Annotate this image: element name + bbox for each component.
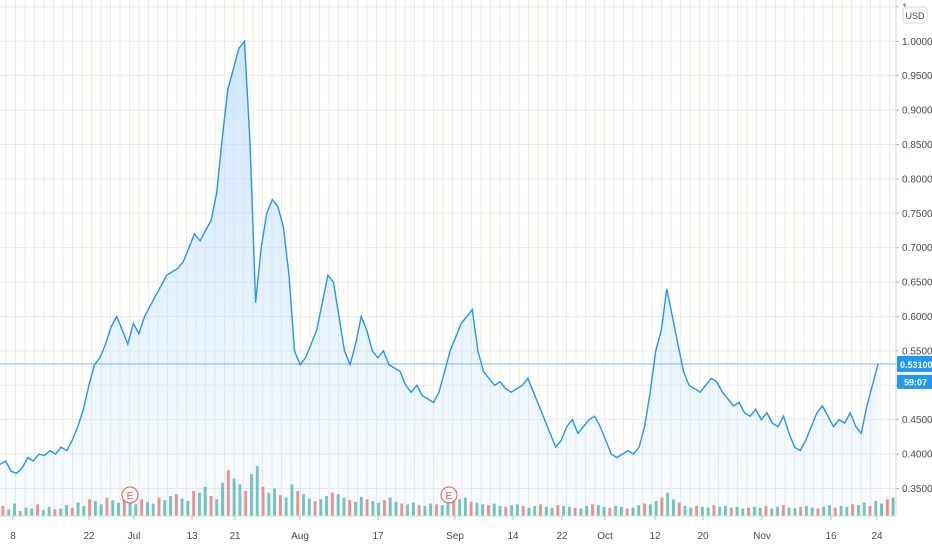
y-tick-label: 0.750000 (902, 209, 932, 220)
y-tick-label: 0.350000 (902, 484, 932, 495)
x-tick-label: 12 (649, 531, 661, 542)
y-tick-label: 0.450000 (902, 415, 932, 426)
y-tick-label: 0.700000 (902, 243, 932, 254)
y-tick-label: 0.900000 (902, 106, 932, 117)
y-tick-label: 1.000000 (902, 37, 932, 48)
x-tick-label: 24 (871, 531, 883, 542)
x-axis[interactable]: 8 22 Jul 13 21 Aug 17 Sep 14 22 Oct 12 20 Nov 16 24 (0, 515, 932, 550)
x-axis-bg (0, 516, 932, 550)
y-axis[interactable]: 1.1.0000000.9500000.9000000.8500000.8000… (895, 0, 932, 550)
y-tick-label: 0.800000 (902, 174, 932, 185)
x-tick-label: 22 (556, 531, 568, 542)
y-tick-label: 0.400000 (902, 450, 932, 461)
currency-label: USD (905, 11, 925, 21)
x-tick-label: Oct (597, 531, 613, 542)
x-tick-label: 13 (186, 531, 198, 542)
x-tick-label: 8 (10, 531, 16, 542)
last-price-badge (897, 355, 932, 372)
price-area (0, 39, 896, 517)
x-tick-label: 22 (83, 531, 95, 542)
x-tick-label: 16 (825, 531, 837, 542)
y-tick-label: 0.550000 (902, 346, 932, 357)
y-tick-label: 0.850000 (902, 140, 932, 151)
event-marker-label: E (446, 491, 453, 502)
currency-badge-box[interactable] (902, 6, 928, 24)
x-tick-label: Aug (291, 531, 309, 542)
volume-bar (885, 499, 889, 516)
event-marker-circle (440, 486, 458, 504)
x-tick-label: 21 (229, 531, 241, 542)
x-tick-label: 20 (697, 531, 709, 542)
x-tick-label: Nov (753, 531, 771, 542)
area-fill (0, 41, 878, 517)
currency-badge[interactable]: USD (902, 6, 928, 24)
x-tick-label: 14 (507, 531, 519, 542)
y-tick-label: 0.950000 (902, 71, 932, 82)
y-axis-bg (896, 0, 932, 550)
x-tick-label: Sep (446, 531, 464, 542)
price-line (0, 39, 879, 475)
volume-bar (880, 503, 883, 516)
x-tick-label: Jul (128, 531, 141, 542)
event-marker-label: E (127, 491, 134, 502)
y-tick-label: 0.600000 (902, 312, 932, 323)
countdown-badge (897, 374, 932, 389)
event-marker-circle (121, 486, 139, 504)
volume-bar (891, 497, 895, 516)
event-marker[interactable]: E (121, 486, 139, 504)
y-tick-label: 0.650000 (902, 278, 932, 289)
x-tick-label: 17 (372, 531, 384, 542)
countdown-label: 59:07 (904, 377, 927, 387)
event-marker[interactable]: E (440, 486, 458, 504)
